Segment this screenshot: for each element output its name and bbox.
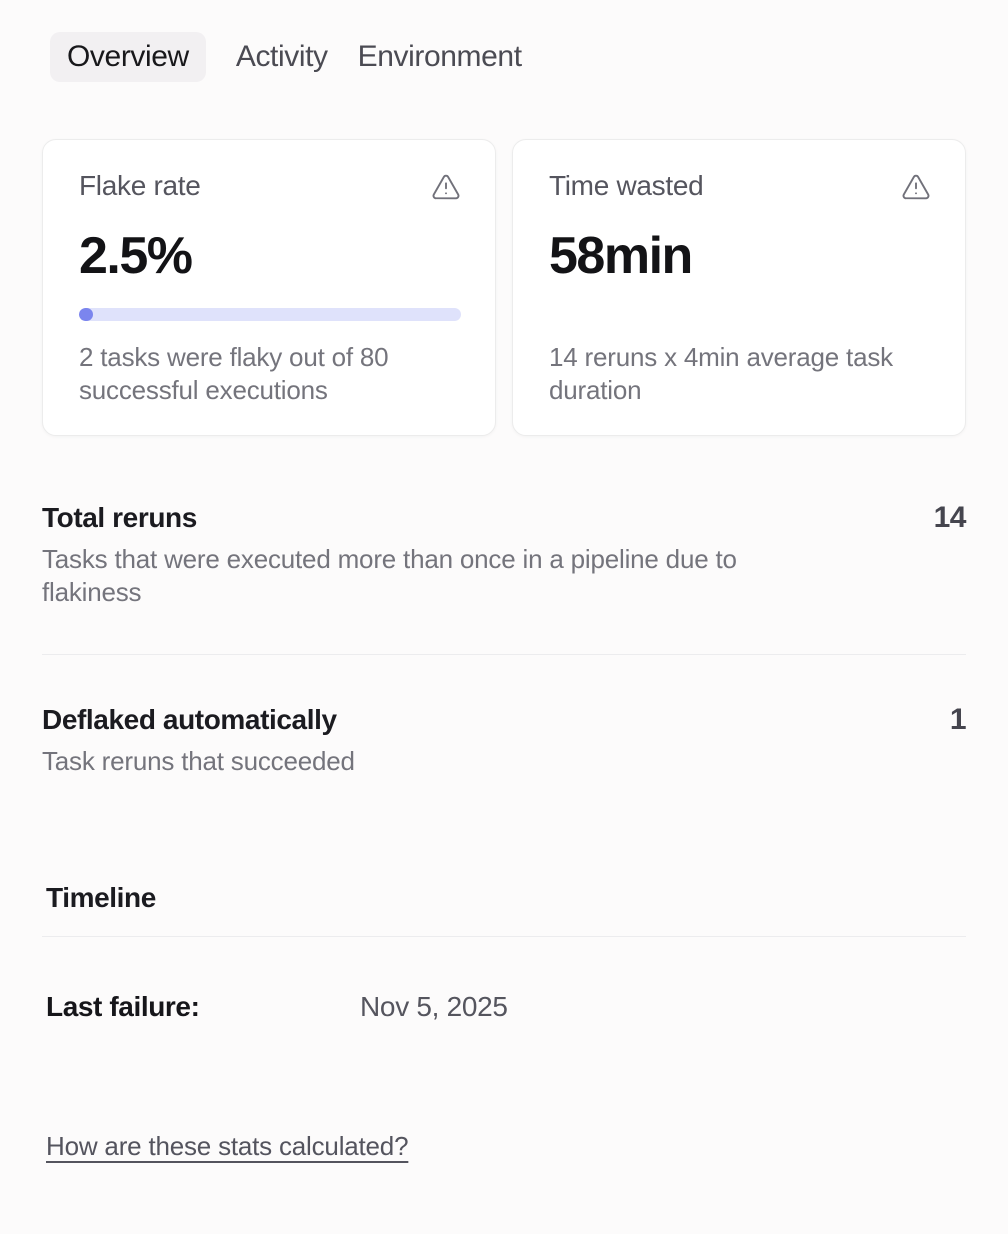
flake-rate-progress-fill (79, 308, 93, 321)
stat-row: Deflaked automatically 1 (42, 703, 967, 737)
tab-activity[interactable]: Activity (235, 40, 328, 73)
deflaked-description: Task reruns that succeeded (42, 746, 355, 776)
flake-rate-card: Flake rate 2.5% 2 tasks were flaky out o… (42, 139, 496, 436)
tab-overview[interactable]: Overview (50, 32, 206, 82)
stat-row: Total reruns 14 (42, 501, 967, 535)
time-wasted-card: Time wasted 58min 14 reruns x 4min avera… (512, 139, 966, 436)
deflaked-value: 1 (949, 703, 967, 736)
total-reruns-title: Total reruns (42, 502, 197, 533)
warning-triangle-icon[interactable] (901, 172, 931, 202)
tab-bar: Overview Activity Environment (50, 32, 966, 82)
last-failure-row: Last failure: Nov 5, 2025 (46, 991, 966, 1023)
deflaked-section: Deflaked automatically 1 Task reruns tha… (42, 703, 967, 778)
card-header: Time wasted (549, 170, 931, 202)
flake-rate-title: Flake rate (79, 170, 201, 201)
metric-cards: Flake rate 2.5% 2 tasks were flaky out o… (42, 139, 966, 436)
deflaked-title: Deflaked automatically (42, 704, 337, 735)
tab-environment[interactable]: Environment (357, 40, 522, 73)
timeline-heading: Timeline (46, 882, 156, 913)
time-wasted-value: 58min (549, 227, 693, 285)
total-reruns-value: 14 (933, 501, 967, 534)
total-reruns-description: Tasks that were executed more than once … (42, 544, 737, 607)
flake-rate-progress-bar (79, 308, 461, 321)
time-wasted-title: Time wasted (549, 170, 704, 201)
flake-rate-value: 2.5% (79, 227, 193, 285)
flake-rate-description: 2 tasks were flaky out of 80 successful … (79, 342, 389, 405)
card-header: Flake rate (79, 170, 461, 202)
warning-triangle-icon[interactable] (431, 172, 461, 202)
stats-explanation-link[interactable]: How are these stats calculated? (46, 1131, 409, 1161)
timeline-divider (42, 936, 966, 937)
total-reruns-section: Total reruns 14 Tasks that were executed… (42, 501, 967, 609)
time-wasted-description: 14 reruns x 4min average task duration (549, 342, 893, 405)
last-failure-value: Nov 5, 2025 (360, 991, 508, 1022)
section-divider (42, 654, 966, 655)
last-failure-label: Last failure: (46, 991, 200, 1022)
